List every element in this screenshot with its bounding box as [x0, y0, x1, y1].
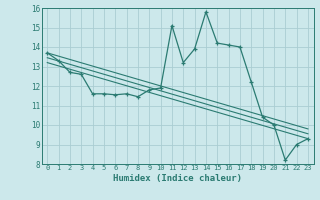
X-axis label: Humidex (Indice chaleur): Humidex (Indice chaleur): [113, 174, 242, 183]
